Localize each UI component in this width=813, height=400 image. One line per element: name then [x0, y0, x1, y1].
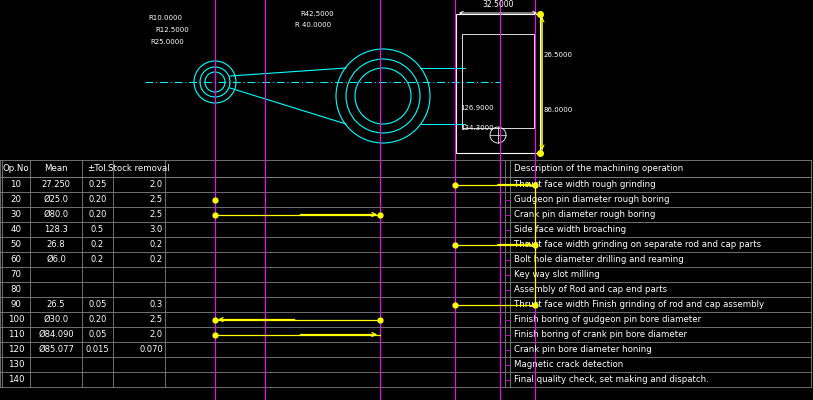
Text: 0.05: 0.05: [89, 330, 107, 339]
Text: Ø84.090: Ø84.090: [38, 330, 74, 339]
Text: Finish boring of gudgeon pin bore diameter: Finish boring of gudgeon pin bore diamet…: [514, 315, 701, 324]
Text: 70: 70: [11, 270, 21, 279]
Text: R12.5000: R12.5000: [155, 27, 189, 33]
Text: 0.20: 0.20: [89, 210, 107, 219]
Text: 2.5: 2.5: [150, 210, 163, 219]
Text: Ø85.077: Ø85.077: [38, 345, 74, 354]
Text: Mean: Mean: [44, 164, 67, 173]
Text: Thrust face width grinding on separate rod and cap parts: Thrust face width grinding on separate r…: [514, 240, 761, 249]
Text: 86.0000: 86.0000: [544, 107, 573, 113]
Text: 140: 140: [8, 375, 24, 384]
Text: 0.05: 0.05: [89, 300, 107, 309]
Text: R42.5000: R42.5000: [300, 11, 333, 17]
Text: 0.2: 0.2: [91, 255, 104, 264]
Text: 60: 60: [11, 255, 21, 264]
Text: Finish boring of crank pin bore diameter: Finish boring of crank pin bore diameter: [514, 330, 687, 339]
Text: Ø80.0: Ø80.0: [43, 210, 68, 219]
Text: 2.0: 2.0: [150, 180, 163, 189]
Text: 26.8: 26.8: [46, 240, 65, 249]
Text: Key way slot milling: Key way slot milling: [514, 270, 600, 279]
Text: 26.5: 26.5: [47, 300, 65, 309]
Bar: [456, 14, 540, 153]
Text: Thrust face width Finish grinding of rod and cap assembly: Thrust face width Finish grinding of rod…: [514, 300, 764, 309]
Text: 2.5: 2.5: [150, 315, 163, 324]
Text: 110: 110: [8, 330, 24, 339]
Text: Ø30.0: Ø30.0: [43, 315, 68, 324]
Text: R25.0000: R25.0000: [150, 39, 184, 45]
Text: Ø25.0: Ø25.0: [44, 195, 68, 204]
Text: 50: 50: [11, 240, 21, 249]
Text: 32.5000: 32.5000: [482, 0, 514, 9]
Text: 40: 40: [11, 225, 21, 234]
Text: R 40.0000: R 40.0000: [295, 22, 331, 28]
Text: 20: 20: [11, 195, 21, 204]
Text: ±Tol.: ±Tol.: [87, 164, 108, 173]
Text: 80: 80: [11, 285, 21, 294]
Text: Crank pin diameter rough boring: Crank pin diameter rough boring: [514, 210, 655, 219]
Text: Final quality check, set making and dispatch.: Final quality check, set making and disp…: [514, 375, 709, 384]
Text: 0.2: 0.2: [150, 240, 163, 249]
Text: Magnetic crack detection: Magnetic crack detection: [514, 360, 624, 369]
Text: Op.No: Op.No: [2, 164, 29, 173]
Text: 2.5: 2.5: [150, 195, 163, 204]
Text: 90: 90: [11, 300, 21, 309]
Text: Gudgeon pin diameter rough boring: Gudgeon pin diameter rough boring: [514, 195, 669, 204]
Text: 134.3000: 134.3000: [460, 125, 493, 131]
Text: 3.0: 3.0: [150, 225, 163, 234]
Text: 0.070: 0.070: [139, 345, 163, 354]
Text: 120: 120: [8, 345, 24, 354]
Text: Thrust face width rough grinding: Thrust face width rough grinding: [514, 180, 655, 189]
Text: 130: 130: [8, 360, 24, 369]
Text: 0.2: 0.2: [91, 240, 104, 249]
Text: 27.250: 27.250: [41, 180, 71, 189]
Text: 2.0: 2.0: [150, 330, 163, 339]
Text: 128.3: 128.3: [44, 225, 68, 234]
Text: 10: 10: [11, 180, 21, 189]
Text: Assembly of Rod and cap end parts: Assembly of Rod and cap end parts: [514, 285, 667, 294]
Text: 126.9000: 126.9000: [460, 105, 493, 111]
Text: 0.25: 0.25: [89, 180, 107, 189]
Text: Stock removal: Stock removal: [108, 164, 170, 173]
Text: Bolt hole diameter drilling and reaming: Bolt hole diameter drilling and reaming: [514, 255, 684, 264]
Text: 0.2: 0.2: [150, 255, 163, 264]
Text: 26.5000: 26.5000: [544, 52, 573, 58]
Text: 30: 30: [11, 210, 21, 219]
Bar: [462, 34, 534, 128]
Text: R10.0000: R10.0000: [148, 15, 182, 21]
Text: Crank pin bore diameter honing: Crank pin bore diameter honing: [514, 345, 652, 354]
Text: 0.015: 0.015: [85, 345, 109, 354]
Text: Ø6.0: Ø6.0: [46, 255, 66, 264]
Text: Description of the machining operation: Description of the machining operation: [514, 164, 683, 173]
Text: Side face width broaching: Side face width broaching: [514, 225, 626, 234]
Text: 100: 100: [8, 315, 24, 324]
Text: 0.5: 0.5: [91, 225, 104, 234]
Text: 0.3: 0.3: [150, 300, 163, 309]
Text: 0.20: 0.20: [89, 195, 107, 204]
Text: 0.20: 0.20: [89, 315, 107, 324]
